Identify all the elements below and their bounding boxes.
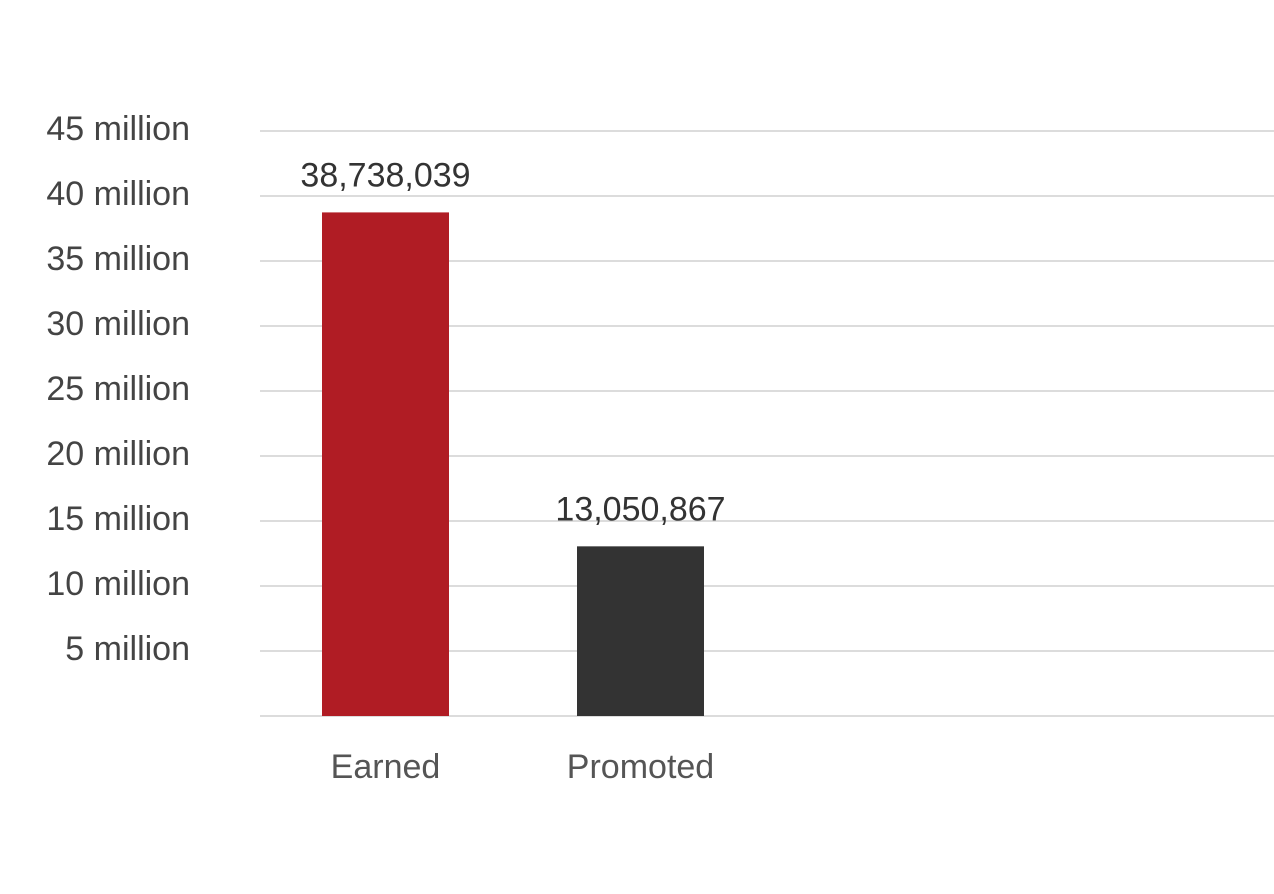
y-tick-label: 25 million <box>46 370 190 408</box>
value-label: 38,738,039 <box>300 156 470 194</box>
x-tick-label: Earned <box>331 748 441 786</box>
x-tick-label: Promoted <box>567 748 714 786</box>
bar <box>322 212 449 716</box>
y-tick-label: 15 million <box>46 500 190 538</box>
y-tick-label: 40 million <box>46 175 190 213</box>
y-tick-label: 5 million <box>65 630 190 668</box>
y-tick-label: 30 million <box>46 305 190 343</box>
y-tick-label: 20 million <box>46 435 190 473</box>
y-tick-label: 10 million <box>46 565 190 603</box>
y-tick-label: 45 million <box>46 110 190 148</box>
bar <box>577 546 704 716</box>
value-label: 13,050,867 <box>555 490 725 528</box>
y-tick-label: 35 million <box>46 240 190 278</box>
